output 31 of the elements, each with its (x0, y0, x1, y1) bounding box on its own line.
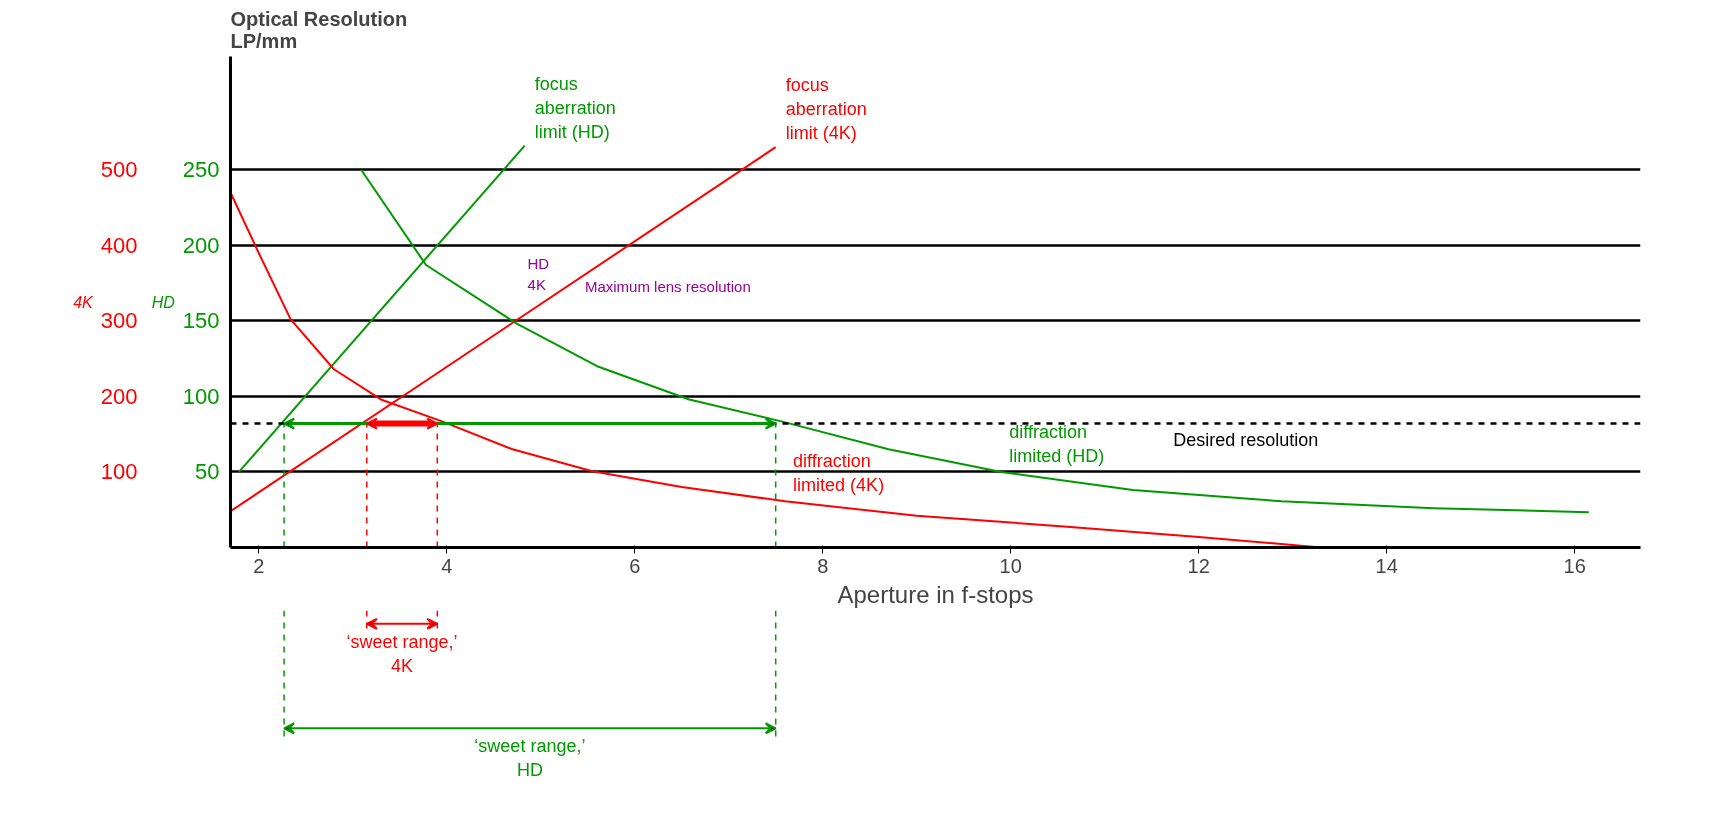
series-label: diffraction limited (HD) (1009, 421, 1105, 466)
series-label: focus aberration limit (HD) (534, 73, 616, 142)
y2-tick-label: 200 (100, 383, 138, 409)
x-tick-label: 4 (441, 554, 453, 577)
y-tick-label: 150 (182, 308, 220, 334)
chart-title: Optical Resolution LP/mm (230, 7, 408, 52)
y-tick-label: 250 (182, 157, 220, 183)
text: ‘sweet range,’ HD (474, 736, 586, 781)
annotation: Maximum lens resolution (584, 277, 751, 295)
series-label: diffraction limited (4K) (793, 451, 885, 496)
text: ‘sweet range,’ 4K (346, 631, 458, 676)
x-tick-label: 14 (1375, 554, 1398, 577)
y2-tick-label: 400 (100, 232, 138, 258)
series-label: focus aberration limit (4K) (785, 75, 867, 144)
y2-tick-label: 100 (100, 459, 138, 485)
y-tick-label: 100 (182, 383, 220, 409)
ref-line-label: Desired resolution (1173, 429, 1319, 450)
x-tick-label: 6 (629, 554, 641, 577)
x-tick-label: 8 (817, 554, 829, 577)
y-tick-label: 50 (195, 459, 220, 485)
y2-tick-label: 300 (100, 308, 138, 334)
x-tick-label: 2 (253, 554, 265, 577)
annotation: HD 4K (527, 255, 550, 293)
x-tick-label: 10 (999, 554, 1022, 577)
y-axis-title: HD (151, 293, 176, 311)
y2-axis-title: 4K (73, 293, 95, 311)
y2-tick-label: 500 (100, 157, 138, 183)
y-tick-label: 200 (182, 232, 220, 258)
x-tick-label: 12 (1187, 554, 1210, 577)
x-axis-title: Aperture in f-stops (837, 580, 1034, 608)
x-tick-label: 16 (1563, 554, 1586, 577)
